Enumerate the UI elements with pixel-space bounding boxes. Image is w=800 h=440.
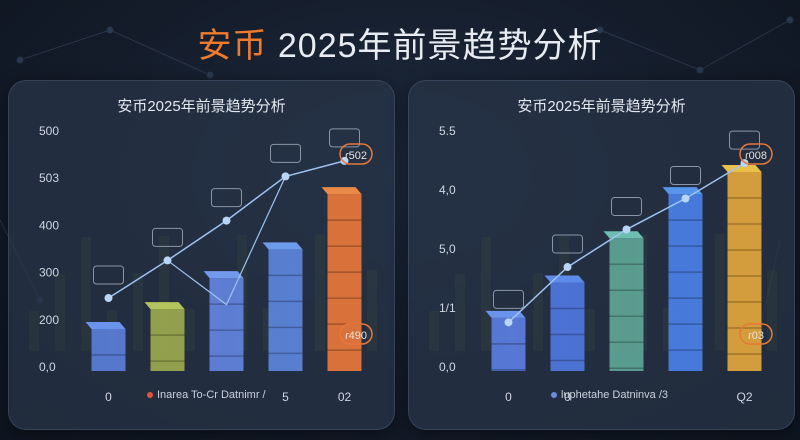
y-tick-label: 300 <box>39 266 59 280</box>
trend-point <box>281 172 290 181</box>
y-tick-label: 5.5 <box>439 124 456 138</box>
bar-top-face <box>85 321 126 329</box>
background-ghost-bar <box>533 273 543 351</box>
bar-top-face <box>721 164 762 172</box>
y-tick-label: 200 <box>39 313 59 327</box>
background-ghost-bar <box>585 309 595 351</box>
trend-point <box>563 263 572 272</box>
background-ghost-bar <box>81 237 91 351</box>
trend-point <box>681 194 690 203</box>
callout-label: ɾ008 <box>745 150 767 162</box>
bar-top-face <box>603 231 644 239</box>
bar <box>91 328 126 371</box>
background-ghost-bar <box>767 270 777 351</box>
trend-point <box>622 225 631 234</box>
chart-panel-right: 5.5 4,0 5,0 1/1 0,0 ɾ008 ɾ03 0 0 Q2 安币2025年前景趋势分析… <box>408 80 795 430</box>
background-ghost-bar <box>715 234 725 351</box>
bar <box>727 171 762 371</box>
trend-line-secondary <box>167 176 287 306</box>
callout-badge <box>339 323 373 345</box>
legend-marker <box>551 392 557 399</box>
chart-panel-left: 500 503 400 300 200 0,0 ɾ502 ɾ490 0 5 02 安币2025年前景… <box>8 80 395 430</box>
trend-point <box>504 318 513 327</box>
bar-top-face <box>544 275 585 283</box>
chart-right-title: 安币2025年前景趋势分析 <box>517 98 686 115</box>
y-tick-label: 0,0 <box>439 360 456 374</box>
chart-left-svg: 500 503 400 300 200 0,0 ɾ502 ɾ490 0 5 02 <box>29 124 377 404</box>
background-ghost-bar <box>263 308 273 351</box>
chart-right-legend: luphetahe Datninva /3 <box>551 389 668 401</box>
point-label-box <box>270 143 301 163</box>
callout-badge <box>739 323 773 345</box>
chart-left-legend-label: Inarea To-Cr Datnimr / <box>157 389 266 401</box>
bar <box>668 194 703 371</box>
x-tick-label: 0 <box>505 390 512 404</box>
point-label-box <box>93 265 124 285</box>
background-ghost-bar <box>185 309 195 351</box>
point-label-box <box>211 188 242 208</box>
chart-right-legend-label: luphetahe Datninva /3 <box>561 389 669 401</box>
bar <box>609 238 644 371</box>
y-tick-label: 5,0 <box>439 242 456 256</box>
point-label-box <box>329 128 360 148</box>
point-label-box <box>670 166 701 185</box>
callout-label: ɾ502 <box>345 150 367 162</box>
legend-marker <box>147 392 153 399</box>
page-title: 安币 2025年前景趋势分析 <box>0 18 800 67</box>
y-tick-label: 4,0 <box>439 183 456 197</box>
point-label-box <box>611 196 642 216</box>
bar-top-face <box>662 187 703 195</box>
background-ghost-bar <box>55 274 65 351</box>
trend-point <box>222 216 231 225</box>
chart-right-svg: 5.5 4,0 5,0 1/1 0,0 ɾ008 ɾ03 0 0 Q2 <box>429 124 777 404</box>
background-ghost-bar <box>367 270 377 351</box>
point-label-box <box>729 130 760 150</box>
chart-left-title: 安币2025年前景趋势分析 <box>117 98 286 115</box>
x-tick-label: 0 <box>105 390 112 404</box>
background-ghost-bar <box>315 234 325 351</box>
y-tick-label: 0,0 <box>39 360 56 374</box>
callout-label: ɾ03 <box>748 330 764 342</box>
y-tick-label: 500 <box>39 124 59 138</box>
y-tick-label: 503 <box>39 171 59 185</box>
x-tick-label: 02 <box>338 390 352 404</box>
point-label-box <box>152 227 183 247</box>
x-tick-label: Q2 <box>736 390 752 404</box>
callout-badge <box>339 143 373 165</box>
bar-top-face <box>321 187 362 195</box>
background-ghost-bar <box>429 311 439 351</box>
bar-top-face <box>262 242 303 250</box>
y-tick-label: 400 <box>39 218 59 232</box>
point-label-box <box>493 289 524 309</box>
callout-badge <box>739 143 773 165</box>
bar-top-face <box>144 302 185 310</box>
bar <box>209 278 244 371</box>
background-ghost-bar <box>663 308 673 351</box>
background-ghost-bar <box>481 237 491 351</box>
trend-point <box>104 294 113 303</box>
callout-label: ɾ490 <box>345 330 367 342</box>
trend-point <box>163 256 172 265</box>
point-label-box <box>552 234 583 254</box>
bar <box>550 282 585 371</box>
background-ghost-bar <box>133 273 143 351</box>
x-tick-label: 5 <box>282 390 289 404</box>
page-title-accent: 安币 <box>197 27 268 65</box>
page-title-text: 2025年前景趋势分析 <box>267 27 603 65</box>
bar-top-face <box>203 271 244 279</box>
background-ghost-bar <box>455 274 465 351</box>
bar <box>268 249 303 371</box>
background-ghost-bar <box>159 236 169 351</box>
x-tick-label: 0 <box>564 390 571 404</box>
background-ghost-bar <box>29 311 39 351</box>
chart-left-legend: Inarea To-Cr Datnimr / <box>147 389 266 401</box>
y-tick-label: 1/1 <box>439 301 456 315</box>
